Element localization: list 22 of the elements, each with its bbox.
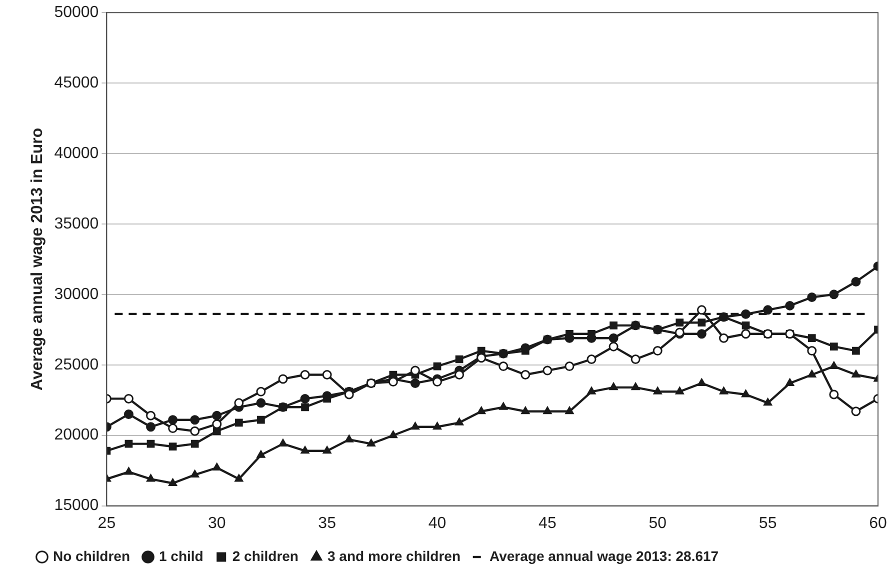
x-tick-label: 60	[869, 514, 887, 532]
legend-label: 1 child	[159, 548, 204, 564]
x-tick-label: 25	[98, 514, 116, 532]
y-tick-label: 30000	[54, 286, 99, 303]
legend-label: 3 and more children	[327, 548, 461, 564]
y-tick-label: 15000	[54, 497, 99, 514]
y-tick-label: 50000	[54, 4, 99, 22]
y-tick-label: 45000	[54, 74, 99, 92]
legend-label: No children	[53, 548, 130, 564]
x-tick-label: 50	[648, 514, 667, 532]
y-axis-title: Average annual wage 2013 in Euro	[29, 128, 46, 391]
x-tick-label: 45	[538, 514, 556, 532]
legend-label: Average annual wage 2013: 28.617	[490, 548, 719, 564]
y-tick-label: 40000	[54, 144, 99, 162]
y-tick-label: 35000	[54, 215, 99, 232]
legend-label: 2 children	[232, 548, 298, 564]
x-tick-label: 55	[758, 514, 777, 532]
y-tick-label: 20000	[54, 426, 99, 444]
x-tick-label: 30	[208, 514, 226, 532]
x-tick-label: 40	[428, 514, 446, 532]
x-tick-label: 35	[318, 514, 336, 532]
y-tick-label: 25000	[54, 356, 99, 374]
